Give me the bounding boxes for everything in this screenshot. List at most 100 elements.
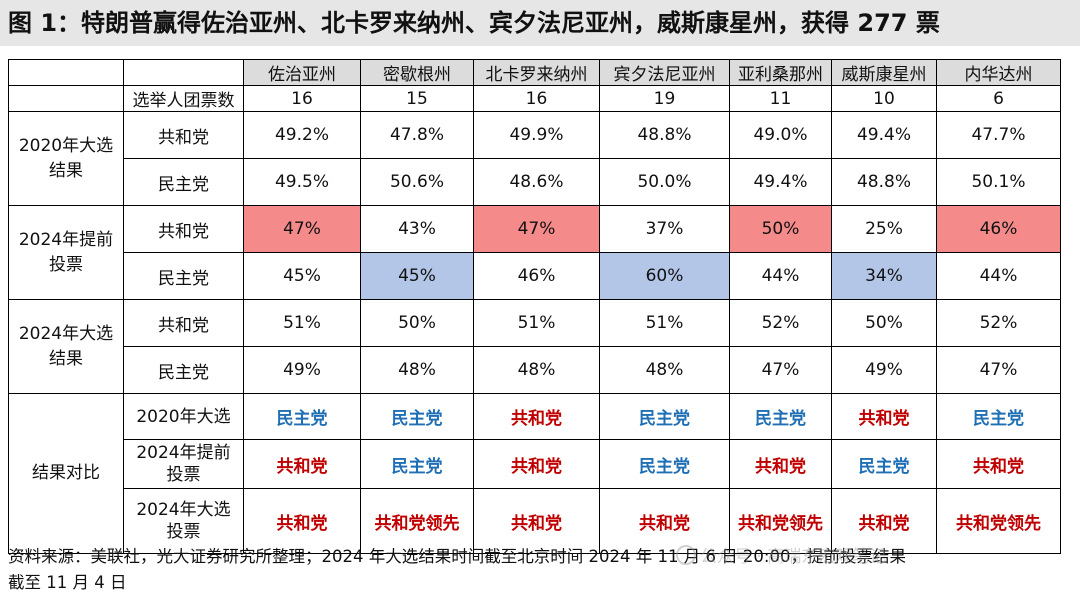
party-result-rep: 共和党 [858,513,910,534]
value-cell: 52% [936,299,1061,347]
party-label-rep: 共和党 [123,205,244,253]
value-cell-highlight-blue: 45% [360,252,474,300]
electoral-votes-label: 选举人团票数 [123,85,244,112]
electoral-votes-cell: 16 [243,85,361,112]
compare-cell-2024: 共和党领先 [936,488,1061,554]
wechat-icon [676,545,696,565]
value-cell: 47.7% [936,111,1061,159]
party-result-dem: 民主党 [858,456,910,477]
value-cell: 37% [599,205,730,253]
compare-cell-2024: 共和党领先 [729,488,832,554]
group-label-line: 2024年大选 [18,323,114,344]
electoral-votes-row: 选举人团票数 16 15 16 19 11 10 6 [8,85,1061,112]
group-label-2024-early: 2024年提前 投票 [8,205,124,300]
value-cell: 50% [360,299,474,347]
group-label-line: 结果 [49,348,83,369]
party-result-dem: 民主党 [639,456,690,477]
compare-label-2024: 2024年大选 投票 [123,488,244,554]
value-cell: 51% [243,299,361,347]
compare-cell-2020: 民主党 [729,393,832,440]
value-cell: 44% [729,252,832,300]
value-cell: 48% [473,346,600,394]
header-row: 佐治亚州 密歇根州 北卡罗来纳州 宾夕法尼亚州 亚利桑那州 威斯康星州 内华达州 [8,59,1061,86]
state-header: 北卡罗来纳州 [473,59,600,86]
value-cell: 25% [831,205,937,253]
party-label-dem: 民主党 [123,158,244,206]
source-note-line-2: 截至 11 月 4 日 [8,573,127,592]
value-cell-highlight-red: 46% [936,205,1061,253]
state-header: 亚利桑那州 [729,59,832,86]
party-result-dem: 民主党 [391,456,443,477]
compare-cell-2020: 民主党 [599,393,730,440]
source-note-line-1: 资料来源：美联社，光大证券研究所整理；2024 年大选结果时间截至北京时间 20… [8,547,906,566]
value-cell: 49.5% [243,158,361,206]
party-result-rep: 共和党领先 [738,513,823,534]
table-row-2020-rep: 2020年大选 结果 共和党 49.2% 47.8% 49.9% 48.8% 4… [8,111,1061,206]
title-bar [0,0,1080,46]
value-cell: 46% [473,252,600,300]
table-row-compare-2024-early: 2024年提前 投票 共和党 民主党 共和党 民主党 共和党 民主党 共和党 [9,439,1061,489]
value-cell: 51% [599,299,730,347]
value-cell: 49.4% [729,158,832,206]
party-label-dem: 民主党 [123,252,244,300]
table-row-2024-early-rep: 2024年提前 投票 共和党 47% 43% 47% 37% 50% 25% 4… [8,205,1061,300]
corner-cell-2 [123,59,244,86]
compare-cell-2024-early: 民主党 [599,439,730,489]
compare-cell-2024-early: 共和党 [729,439,832,489]
compare-label-line: 投票 [166,522,201,542]
value-cell: 49% [831,346,937,394]
value-cell: 48% [360,346,474,394]
table-row-2024-rep: 2024年大选 结果 共和党 51% 50% 51% 51% 52% 50% 5… [8,299,1061,394]
compare-cell-2024-early: 共和党 [473,439,600,489]
table-row-2020-dem: 民主党 49.5% 50.6% 48.6% 50.0% 49.4% 48.8% … [9,158,1061,206]
party-result-rep: 共和党 [755,456,806,477]
value-cell: 48.6% [473,158,600,206]
corner-cell-3 [8,85,124,112]
party-result-dem: 民主党 [391,409,443,429]
value-cell: 49.2% [243,111,361,159]
table-row-2024-early-dem: 民主党 45% 45% 46% 60% 44% 34% 44% [9,252,1061,300]
value-cell-highlight-red: 47% [473,205,600,253]
compare-cell-2024-early: 共和党 [243,439,361,489]
value-cell: 47% [729,346,832,394]
compare-cell-2024-early: 共和党 [936,439,1061,489]
value-cell: 45% [243,252,361,300]
state-header: 佐治亚州 [243,59,361,86]
value-cell: 44% [936,252,1061,300]
value-cell: 43% [360,205,474,253]
compare-cell-2020: 共和党 [473,393,600,440]
compare-cell-2024: 共和党 [831,488,937,554]
party-result-dem: 民主党 [276,409,328,429]
party-result-dem: 民主党 [973,409,1024,429]
party-result-rep: 共和党 [511,409,562,429]
value-cell: 51% [473,299,600,347]
party-result-rep: 共和党 [276,456,328,477]
compare-label-2024-early: 2024年提前 投票 [123,439,244,489]
party-result-dem: 民主党 [639,409,690,429]
compare-cell-2020: 民主党 [936,393,1061,440]
value-cell: 47% [936,346,1061,394]
value-cell: 52% [729,299,832,347]
compare-cell-2024-early: 民主党 [360,439,474,489]
party-result-rep: 共和党 [858,409,910,429]
compare-cell-2024-early: 民主党 [831,439,937,489]
group-label-compare: 结果对比 [8,393,124,554]
group-label-2020: 2020年大选 结果 [8,111,124,206]
group-label-line: 2020年大选 [18,135,114,156]
compare-label-2020: 2020年大选 [123,393,244,440]
group-label-line: 结果 [49,160,83,181]
value-cell: 48.8% [599,111,730,159]
value-cell: 50.0% [599,158,730,206]
value-cell-highlight-blue: 34% [831,252,937,300]
group-label-line: 投票 [49,254,83,275]
value-cell-highlight-red: 50% [729,205,832,253]
party-label-rep: 共和党 [123,111,244,159]
electoral-votes-cell: 11 [729,85,832,112]
value-cell: 50% [831,299,937,347]
group-label-line: 2024年提前 [18,229,114,250]
compare-cell-2020: 共和党 [831,393,937,440]
electoral-votes-cell: 6 [936,85,1061,112]
compare-label-line: 投票 [166,465,201,485]
figure-title: 图 1：特朗普赢得佐治亚州、北卡罗来纳州、宾夕法尼亚州，威斯康星州，获得 277… [8,9,940,37]
value-cell: 48% [599,346,730,394]
